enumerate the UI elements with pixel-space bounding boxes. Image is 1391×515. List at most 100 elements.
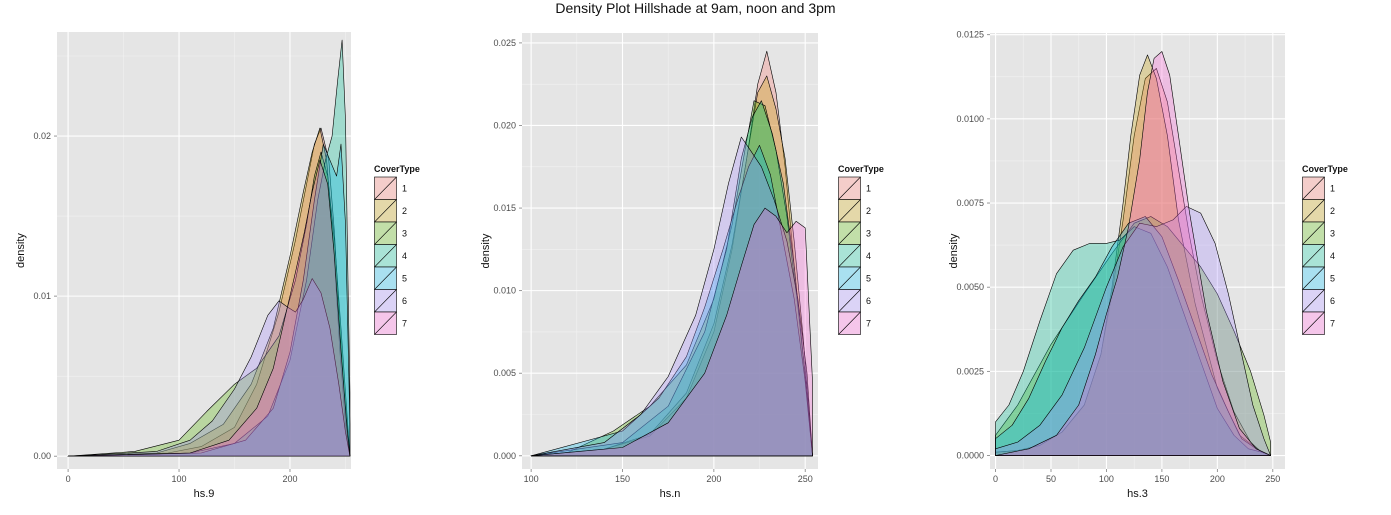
legend-label: 2 — [866, 206, 871, 216]
x-tick-label: 100 — [524, 474, 539, 484]
density-area-covertype-6 — [67, 278, 351, 457]
x-tick-label: 150 — [615, 474, 630, 484]
legend-title: CoverType — [374, 164, 420, 174]
legend-key-slash — [838, 199, 861, 223]
legend-label: 3 — [866, 228, 871, 238]
legend-label: 1 — [1330, 183, 1335, 193]
density-area-covertype-4 — [995, 226, 1271, 456]
legend-key-slash — [838, 289, 861, 313]
legend-label: 7 — [402, 318, 407, 328]
density-area-covertype-2 — [67, 127, 351, 457]
y-tick-label: 0.02 — [33, 131, 51, 141]
legend-label: 7 — [866, 318, 871, 328]
density-area-covertype-6 — [995, 206, 1271, 456]
legend-label: 3 — [402, 228, 407, 238]
density-area-covertype-4 — [530, 100, 813, 457]
legend-label: 1 — [402, 183, 407, 193]
legend-label: 6 — [402, 296, 407, 306]
y-tick-label: 0.0050 — [956, 282, 984, 292]
density-area-covertype-5 — [995, 216, 1271, 456]
legend-label: 1 — [866, 183, 871, 193]
legend-key-slash — [838, 311, 861, 335]
legend-label: 4 — [866, 251, 871, 261]
legend-label: 2 — [1330, 206, 1335, 216]
y-tick-label: 0.020 — [493, 120, 516, 130]
legend-label: 2 — [402, 206, 407, 216]
legend-key-slash — [1302, 266, 1325, 290]
legend-key-slash — [1302, 199, 1325, 223]
panel-3: 0 50 100 150 200 250 0.0000 0.0025 0.0050 0.0075 0… — [948, 30, 1348, 500]
x-axis-title: hs.n — [660, 488, 681, 500]
y-axis-title: density — [948, 233, 960, 268]
x-axis-title: hs.9 — [194, 488, 215, 500]
legend-label: 6 — [866, 296, 871, 306]
plot-background — [522, 33, 818, 469]
legend-key-slash — [374, 244, 397, 268]
y-tick-label: 0.005 — [493, 368, 516, 378]
legend-title: CoverType — [838, 164, 884, 174]
panel-2: 100 150 200 250 0.000 0.005 0.010 0.015 0.020 0.0… — [480, 33, 884, 500]
x-tick-label: 0 — [993, 474, 998, 484]
density-area-covertype-4 — [67, 39, 351, 457]
density-area-covertype-7 — [67, 159, 351, 457]
y-tick-label: 0.0125 — [956, 30, 984, 40]
x-tick-label: 200 — [282, 474, 297, 484]
y-tick-label: 0.0000 — [956, 451, 984, 461]
legend-key-slash — [374, 289, 397, 313]
y-tick-label: 0.0025 — [956, 366, 984, 376]
density-area-covertype-7 — [995, 51, 1271, 456]
legend-label: 6 — [1330, 296, 1335, 306]
legend-label: 5 — [1330, 273, 1335, 283]
legend-key-slash — [1302, 244, 1325, 268]
legend-key-slash — [374, 199, 397, 223]
y-tick-label: 0.000 — [493, 451, 516, 461]
x-tick-label: 250 — [798, 474, 813, 484]
y-tick-label: 0.01 — [33, 291, 51, 301]
density-area-covertype-5 — [67, 143, 351, 457]
legend-key-slash — [374, 311, 397, 335]
legend-label: 4 — [402, 251, 407, 261]
x-tick-label: 0 — [66, 474, 71, 484]
legend-label: 5 — [866, 273, 871, 283]
legend-key-slash — [1302, 289, 1325, 313]
legend: CoverType 1 2 3 4 5 6 7 — [374, 164, 420, 335]
legend-key-slash — [838, 266, 861, 290]
legend-key-slash — [1302, 221, 1325, 245]
density-area-covertype-3 — [67, 151, 351, 457]
x-tick-label: 150 — [1154, 474, 1169, 484]
y-tick-label: 0.015 — [493, 203, 516, 213]
legend-key-slash — [374, 221, 397, 245]
legend-key-slash — [1302, 311, 1325, 335]
x-tick-label: 50 — [1046, 474, 1056, 484]
legend-key-slash — [838, 176, 861, 200]
panel-1: 0 100 200 0.00 0.01 0.02 hs.9 density CoverType 1… — [15, 32, 420, 500]
y-tick-label: 0.00 — [33, 451, 51, 461]
y-tick-label: 0.025 — [493, 38, 516, 48]
y-axis-title: density — [15, 233, 27, 268]
x-tick-label: 100 — [172, 474, 187, 484]
x-tick-label: 200 — [706, 474, 721, 484]
legend-label: 7 — [1330, 318, 1335, 328]
legend-key-slash — [838, 221, 861, 245]
y-tick-label: 0.010 — [493, 286, 516, 296]
y-axis-title: density — [480, 233, 492, 268]
y-tick-label: 0.0075 — [956, 198, 984, 208]
legend-label: 5 — [402, 273, 407, 283]
legend: CoverType 1 2 3 4 5 6 7 — [1302, 164, 1348, 335]
density-area-covertype-5 — [530, 145, 813, 457]
chart-title: Density Plot Hillshade at 9am, noon and … — [555, 0, 836, 16]
legend-key-slash — [374, 176, 397, 200]
legend-title: CoverType — [1302, 164, 1348, 174]
legend-key-slash — [1302, 176, 1325, 200]
legend-key-slash — [838, 244, 861, 268]
plot-background — [990, 33, 1285, 469]
x-tick-label: 100 — [1099, 474, 1114, 484]
plot-background — [57, 32, 351, 469]
x-tick-label: 250 — [1265, 474, 1280, 484]
y-tick-label: 0.0100 — [956, 114, 984, 124]
density-area-covertype-2 — [530, 75, 813, 457]
x-tick-label: 200 — [1210, 474, 1225, 484]
density-area-covertype-7 — [530, 207, 813, 457]
density-area-covertype-6 — [530, 136, 813, 457]
